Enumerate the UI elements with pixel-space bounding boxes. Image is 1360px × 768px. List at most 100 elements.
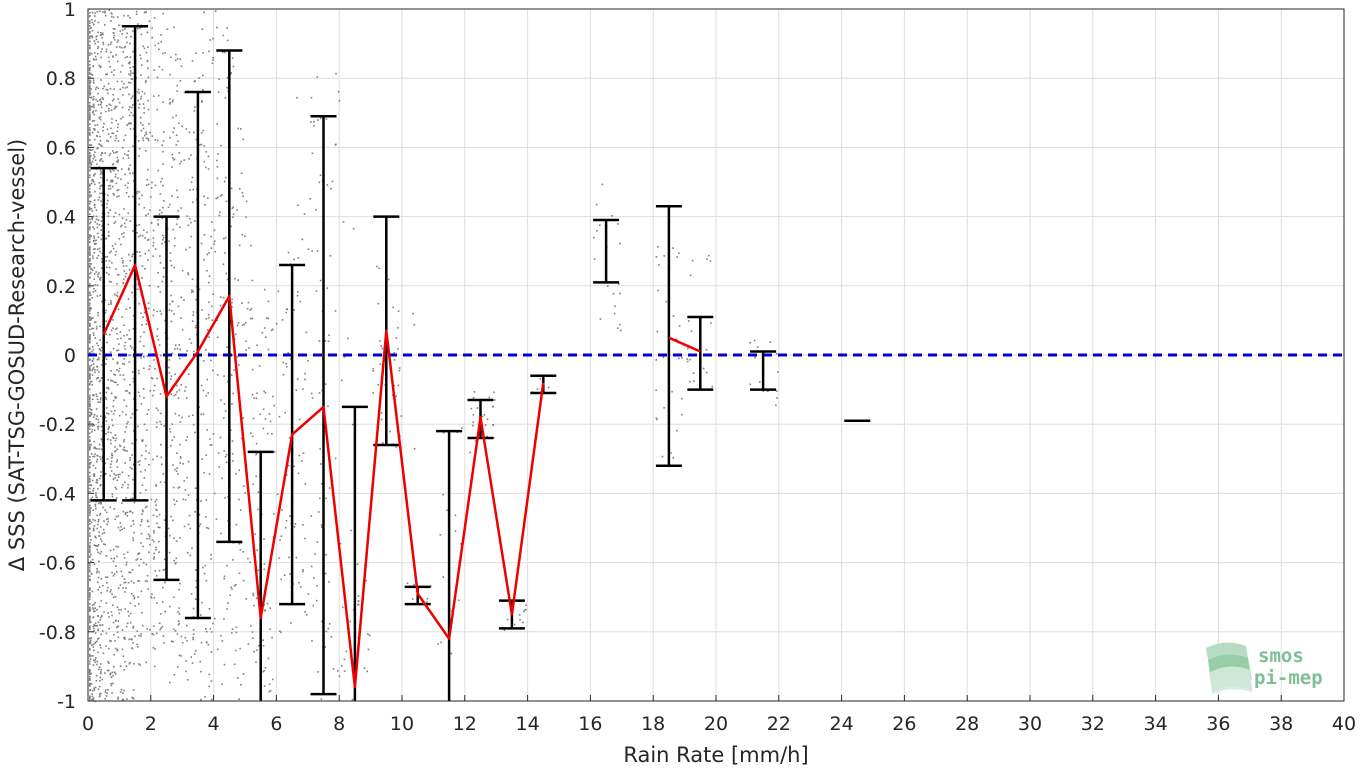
scatter-point — [174, 344, 177, 347]
scatter-point — [109, 180, 112, 183]
scatter-point — [109, 379, 112, 382]
scatter-point — [285, 362, 287, 365]
scatter-point — [457, 599, 460, 602]
scatter-point — [139, 54, 142, 57]
scatter-point — [89, 12, 91, 14]
scatter-point — [201, 601, 203, 604]
scatter-point — [181, 642, 184, 644]
scatter-point — [470, 407, 473, 410]
scatter-point — [116, 338, 119, 340]
scatter-point — [91, 695, 94, 698]
scatter-point — [153, 540, 155, 543]
scatter-point — [105, 320, 107, 323]
scatter-point — [379, 340, 381, 342]
scatter-point — [253, 650, 255, 653]
scatter-point — [129, 306, 131, 309]
scatter-point — [184, 498, 187, 501]
scatter-point — [90, 96, 92, 99]
scatter-point — [89, 479, 91, 481]
scatter-point — [89, 286, 91, 288]
scatter-point — [107, 413, 110, 415]
scatter-point — [93, 156, 96, 158]
scatter-point — [97, 638, 99, 640]
scatter-point — [111, 132, 113, 134]
scatter-point — [89, 456, 91, 458]
scatter-point — [343, 356, 346, 358]
scatter-point — [89, 236, 91, 238]
scatter-point — [89, 20, 91, 23]
scatter-point — [239, 647, 241, 650]
scatter-point — [93, 40, 96, 42]
scatter-point — [93, 52, 96, 54]
scatter-point — [92, 608, 95, 611]
scatter-point — [125, 426, 127, 428]
scatter-point — [599, 318, 602, 320]
scatter-point — [113, 215, 115, 218]
scatter-point — [89, 510, 91, 513]
scatter-point — [681, 413, 683, 416]
scatter-point — [307, 248, 310, 250]
scatter-point — [127, 298, 130, 300]
scatter-point — [177, 397, 180, 399]
scatter-point — [90, 235, 92, 237]
scatter-point — [144, 134, 146, 137]
scatter-point — [128, 168, 130, 171]
scatter-point — [108, 154, 111, 157]
scatter-point — [93, 659, 95, 661]
scatter-point — [293, 308, 295, 311]
scatter-point — [122, 655, 125, 658]
scatter-point — [123, 669, 126, 671]
scatter-point — [266, 432, 269, 435]
scatter-point — [231, 57, 234, 59]
scatter-point — [116, 151, 118, 153]
scatter-point — [96, 608, 98, 611]
scatter-point — [258, 365, 261, 367]
scatter-point — [205, 628, 207, 630]
scatter-point — [185, 439, 188, 442]
scatter-point — [222, 263, 225, 266]
scatter-point — [92, 111, 94, 114]
scatter-point — [113, 373, 115, 376]
scatter-point — [192, 607, 195, 610]
scatter-point — [147, 525, 150, 528]
scatter-point — [168, 102, 171, 105]
scatter-point — [288, 556, 290, 559]
scatter-point — [99, 118, 102, 121]
scatter-point — [125, 413, 127, 416]
scatter-point — [97, 421, 100, 424]
scatter-point — [159, 481, 162, 483]
scatter-point — [89, 202, 91, 205]
scatter-point — [204, 696, 206, 698]
scatter-point — [175, 114, 177, 117]
scatter-point — [91, 29, 94, 32]
scatter-point — [107, 378, 109, 381]
scatter-point — [493, 399, 496, 401]
scatter-point — [100, 438, 102, 440]
scatter-point — [163, 519, 166, 521]
scatter-point — [237, 127, 240, 130]
scatter-point — [310, 392, 313, 395]
scatter-point — [269, 607, 272, 609]
scatter-point — [238, 187, 241, 190]
scatter-point — [101, 145, 103, 148]
scatter-point — [110, 684, 113, 687]
scatter-point — [150, 498, 153, 501]
scatter-point — [111, 179, 114, 182]
scatter-point — [148, 463, 150, 466]
scatter-point — [116, 626, 118, 629]
scatter-point — [194, 569, 197, 571]
scatter-point — [103, 531, 106, 534]
scatter-point — [298, 581, 300, 584]
scatter-point — [89, 292, 91, 294]
scatter-point — [138, 302, 140, 305]
scatter-point — [94, 15, 96, 17]
scatter-point — [461, 427, 463, 429]
scatter-point — [202, 360, 205, 362]
scatter-point — [89, 376, 91, 379]
scatter-point — [140, 403, 143, 405]
scatter-point — [95, 98, 97, 101]
scatter-point — [91, 74, 94, 76]
scatter-point — [122, 259, 124, 262]
scatter-point — [134, 605, 136, 607]
scatter-point — [121, 64, 124, 67]
